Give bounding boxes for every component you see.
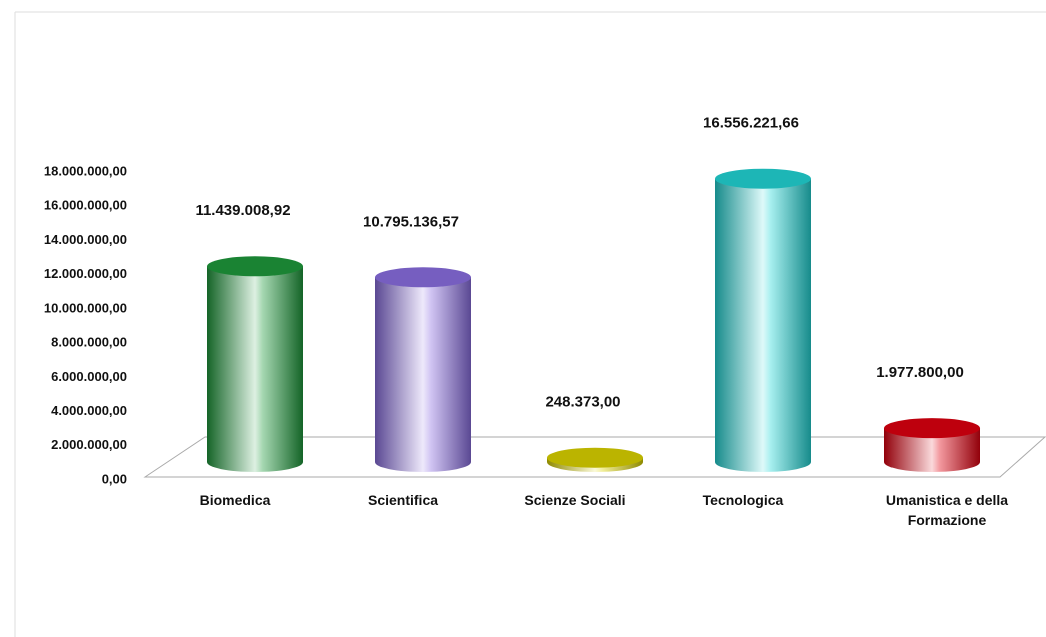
cylinder-top xyxy=(547,447,643,468)
cylinder-top xyxy=(884,418,980,439)
cylinder-top xyxy=(375,267,471,288)
cylinder-body xyxy=(715,178,811,462)
cylinder-body xyxy=(207,266,303,462)
cylinder xyxy=(207,256,303,472)
floor xyxy=(143,436,1046,478)
x-tick-label: Scientifica xyxy=(367,492,439,508)
y-tick-label: 6.000.000,00 xyxy=(51,369,127,384)
value-label: 10.795.136,57 xyxy=(363,213,459,230)
cylinder xyxy=(547,447,643,472)
value-label: 248.373,00 xyxy=(545,394,620,411)
value-label: 1.977.800,00 xyxy=(876,364,964,381)
y-tick-label: 10.000.000,00 xyxy=(44,300,127,315)
y-tick-label: 16.000.000,00 xyxy=(44,198,127,213)
y-tick-label: 14.000.000,00 xyxy=(44,232,127,247)
y-tick-label: 0,00 xyxy=(102,471,127,486)
y-tick-label: 12.000.000,00 xyxy=(44,266,127,281)
y-tick-label: 18.000.000,00 xyxy=(44,163,127,178)
x-tick-label: Biomedica xyxy=(199,492,271,508)
cylinder xyxy=(375,267,471,472)
x-tick-label: Umanistica e della Formazione xyxy=(885,492,1009,528)
value-label: 11.439.008,92 xyxy=(195,202,290,219)
cylinder-body xyxy=(375,277,471,462)
cylinder-top xyxy=(207,256,303,277)
x-tick-label: Scienze Sociali xyxy=(524,492,626,508)
y-tick-label: 2.000.000,00 xyxy=(51,437,127,452)
y-tick-label: 8.000.000,00 xyxy=(51,335,127,350)
x-tick-label: Tecnologica xyxy=(702,492,784,508)
value-label: 16.556.221,66 xyxy=(703,115,799,132)
cylinder xyxy=(884,418,980,472)
cylinder xyxy=(715,168,811,472)
y-tick-label: 4.000.000,00 xyxy=(51,403,127,418)
cylinder-top xyxy=(715,168,811,189)
